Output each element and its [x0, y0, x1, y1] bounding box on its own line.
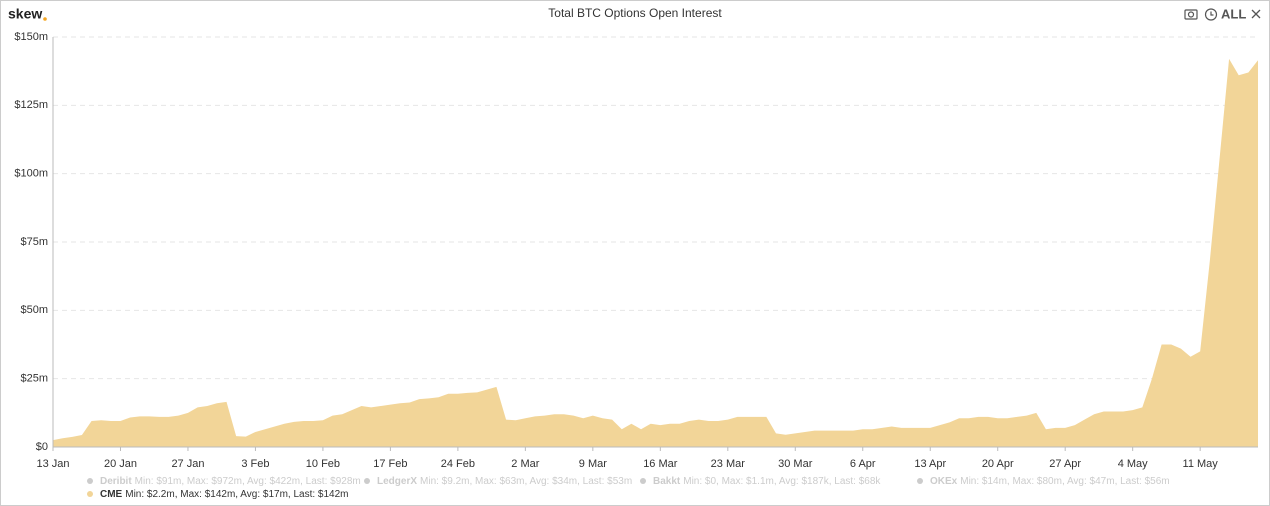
- y-tick-label: $25m: [20, 373, 48, 385]
- x-tick-label: 3 Feb: [241, 458, 269, 470]
- legend-name: CME: [100, 489, 123, 500]
- legend-name: LedgerX: [377, 476, 417, 487]
- legend-name: OKEx: [930, 476, 958, 487]
- legend-entry: LedgerX Min: $9.2m, Max: $63m, Avg: $34m,…: [377, 476, 632, 487]
- legend-stats: Min: $0, Max: $1.1m, Avg: $187k, Last: $…: [683, 476, 881, 487]
- camera-icon[interactable]: [1184, 9, 1198, 20]
- legend-dot: [640, 478, 646, 484]
- legend-entry: Deribit Min: $91m, Max: $972m, Avg: $422m…: [100, 476, 361, 487]
- x-tick-label: 30 Mar: [778, 458, 813, 470]
- legend-stats: Min: $2.2m, Max: $142m, Avg: $17m, Last:…: [125, 489, 348, 500]
- chart-title: Total BTC Options Open Interest: [548, 6, 722, 20]
- x-tick-label: 13 Apr: [914, 458, 946, 470]
- legend-entry: Bakkt Min: $0, Max: $1.1m, Avg: $187k, La…: [653, 476, 881, 487]
- x-tick-label: 4 May: [1118, 458, 1148, 470]
- x-tick-label: 10 Feb: [306, 458, 340, 470]
- x-tick-label: 20 Apr: [982, 458, 1014, 470]
- clock-icon[interactable]: [1204, 8, 1218, 21]
- x-tick-label: 20 Jan: [104, 458, 137, 470]
- x-tick-label: 13 Jan: [36, 458, 69, 470]
- y-tick-label: $75m: [20, 236, 48, 248]
- legend-name: Deribit: [100, 476, 132, 487]
- x-tick-label: 27 Jan: [171, 458, 204, 470]
- y-tick-label: $150m: [14, 31, 48, 43]
- y-tick-label: $100m: [14, 168, 48, 180]
- x-tick-label: 24 Feb: [441, 458, 475, 470]
- x-tick-label: 23 Mar: [711, 458, 746, 470]
- legend-dot: [364, 478, 370, 484]
- logo-dot: [43, 17, 47, 21]
- legend-dot: [917, 478, 923, 484]
- x-tick-label: 16 Mar: [643, 458, 678, 470]
- x-tick-label: 2 Mar: [511, 458, 539, 470]
- legend-stats: Min: $91m, Max: $972m, Avg: $422m, Last:…: [135, 476, 361, 487]
- legend-dot: [87, 491, 93, 497]
- x-tick-label: 17 Feb: [373, 458, 407, 470]
- y-tick-label: $0: [36, 441, 48, 453]
- legend-dot: [87, 478, 93, 484]
- range-button[interactable]: ALL: [1221, 6, 1246, 21]
- x-tick-label: 9 Mar: [579, 458, 607, 470]
- y-tick-label: $50m: [20, 304, 48, 316]
- legend-stats: Min: $14m, Max: $80m, Avg: $47m, Last: $…: [960, 476, 1169, 487]
- legend-entry: OKEx Min: $14m, Max: $80m, Avg: $47m, Las…: [930, 476, 1170, 487]
- x-tick-label: 11 May: [1183, 458, 1219, 470]
- x-tick-label: 27 Apr: [1049, 458, 1081, 470]
- legend-name: Bakkt: [653, 476, 681, 487]
- x-tick-label: 6 Apr: [850, 458, 876, 470]
- y-tick-label: $125m: [14, 99, 48, 111]
- close-icon[interactable]: [1251, 9, 1261, 19]
- logo: skew: [8, 6, 42, 22]
- legend-entry: CME Min: $2.2m, Max: $142m, Avg: $17m, La…: [100, 489, 349, 500]
- legend-stats: Min: $9.2m, Max: $63m, Avg: $34m, Last: …: [420, 476, 632, 487]
